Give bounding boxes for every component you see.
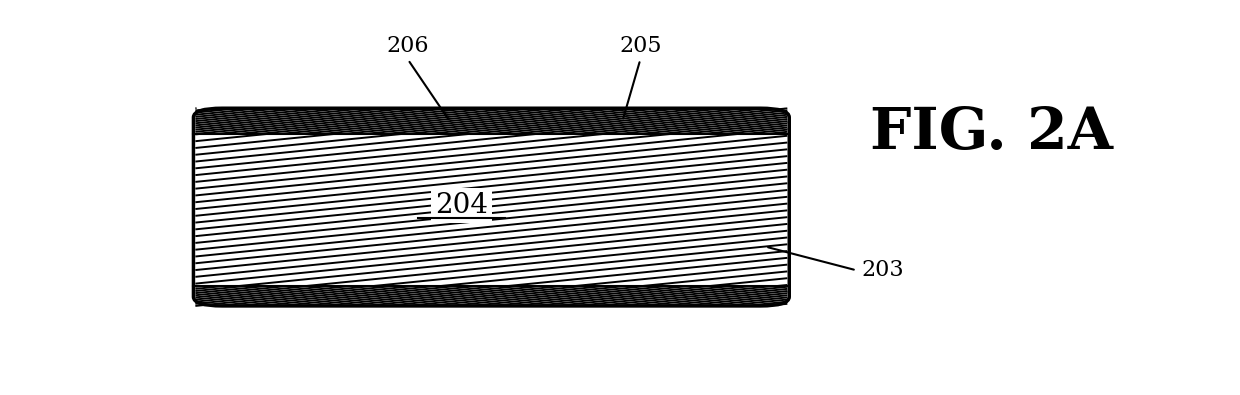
Text: 203: 203 bbox=[862, 260, 904, 281]
Bar bbox=[196, 108, 787, 134]
Text: 204: 204 bbox=[435, 192, 489, 219]
Text: 205: 205 bbox=[619, 34, 662, 56]
Text: 206: 206 bbox=[387, 34, 429, 56]
Text: FIG. 2A: FIG. 2A bbox=[869, 105, 1112, 160]
FancyBboxPatch shape bbox=[193, 108, 789, 306]
Bar bbox=[196, 286, 787, 306]
